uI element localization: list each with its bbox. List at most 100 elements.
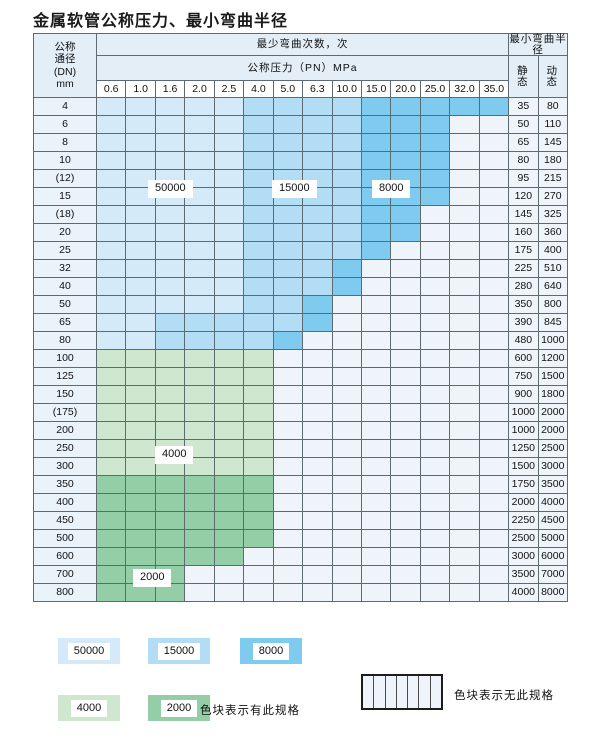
spec-cell: [331, 421, 362, 440]
spec-cell: [95, 421, 127, 440]
spec-cell: [390, 133, 421, 152]
spec-cell: [213, 439, 245, 458]
spec-cell: [125, 97, 156, 116]
static-radius-value: 390: [508, 313, 539, 332]
spec-cell: [419, 241, 451, 260]
spec-cell: [154, 331, 186, 350]
spec-cell: [449, 439, 480, 458]
spec-cell: [184, 133, 215, 152]
dn-value: 350: [33, 475, 97, 494]
static-radius-value: 65: [508, 133, 539, 152]
spec-cell: [154, 421, 186, 440]
stripe-segment: [408, 676, 420, 708]
spec-cell: [125, 421, 156, 440]
table-head: 公称 通径 (DN) mm 最少弯曲次数，次 最小弯曲半径 公称压力（PN）MP…: [33, 33, 569, 98]
spec-cell: [184, 97, 215, 116]
header-dn-line-2: 通径: [54, 53, 76, 65]
spec-cell: [213, 475, 245, 494]
spec-cell: [478, 205, 510, 224]
spec-cell: [331, 583, 362, 602]
table-row: 500 2500 5000: [33, 529, 569, 548]
dn-value: 65: [33, 313, 97, 332]
spec-cell: [302, 403, 333, 422]
spec-cell: [95, 115, 127, 134]
dynamic-radius-value: 400: [537, 241, 569, 260]
spec-cell: [95, 259, 127, 278]
spec-cell: [449, 223, 480, 242]
spec-cell: [125, 115, 156, 134]
spec-cell: [125, 511, 156, 530]
region-value-tag: 4000: [155, 446, 194, 464]
dynamic-radius-value: 4000: [537, 493, 569, 512]
spec-cell: [390, 457, 421, 476]
spec-cell: [360, 367, 392, 386]
spec-cell: [154, 367, 186, 386]
spec-cell: [419, 97, 451, 116]
spec-cell: [154, 313, 186, 332]
spec-cell: [213, 385, 245, 404]
spec-cell: [125, 403, 156, 422]
pressure-col-header-25.0: 25.0: [419, 80, 451, 98]
spec-cell: [449, 133, 480, 152]
spec-cell: [419, 367, 451, 386]
spec-cell: [419, 385, 451, 404]
spec-cell: [478, 457, 510, 476]
spec-cell: [95, 169, 127, 188]
static-radius-value: 3000: [508, 547, 539, 566]
spec-cell: [243, 385, 274, 404]
dn-value: 400: [33, 493, 97, 512]
pressure-col-header-35.0: 35.0: [478, 80, 510, 98]
dynamic-radius-value: 4500: [537, 511, 569, 530]
spec-cell: [184, 511, 215, 530]
spec-cell: [213, 349, 245, 368]
dn-value: 600: [33, 547, 97, 566]
legend-no-spec-text: 色块表示无此规格: [454, 690, 554, 702]
spec-cell: [478, 475, 510, 494]
spec-cell: [95, 241, 127, 260]
spec-cell: [360, 529, 392, 548]
table-row: 800 4000 8000: [33, 583, 569, 602]
spec-cell: [243, 259, 274, 278]
spec-cell: [243, 97, 274, 116]
spec-cell: [302, 277, 333, 296]
spec-cell: [95, 457, 127, 476]
table-row: 350 1750 3500: [33, 475, 569, 494]
dn-value: (175): [33, 403, 97, 422]
spec-cell: [449, 169, 480, 188]
spec-cell: [302, 349, 333, 368]
spec-cell: [95, 475, 127, 494]
header-row-pressure-values: 0.6 1.0 1.6 2.0 2.5 4.0 5.0 6.3 10.0 15.0 20.0 25.0…: [34, 80, 568, 98]
dn-value: 20: [33, 223, 97, 242]
spec-cell: [478, 331, 510, 350]
spec-cell: [243, 187, 274, 206]
static-radius-value: 145: [508, 205, 539, 224]
spec-cell: [478, 403, 510, 422]
static-radius-value: 1000: [508, 403, 539, 422]
stripe-segment: [363, 676, 375, 708]
spec-cell: [272, 349, 304, 368]
spec-cell: [272, 223, 304, 242]
pressure-col-header-1.6: 1.6: [154, 80, 186, 98]
region-value-tag: 8000: [372, 180, 411, 198]
spec-cell: [478, 133, 510, 152]
spec-cell: [331, 151, 362, 170]
spec-cell: [360, 511, 392, 530]
dynamic-radius-value: 80: [537, 97, 569, 116]
spec-cell: [184, 367, 215, 386]
dynamic-radius-value: 7000: [537, 565, 569, 584]
spec-cell: [449, 385, 480, 404]
spec-cell: [154, 277, 186, 296]
spec-cell: [184, 349, 215, 368]
static-radius-value: 900: [508, 385, 539, 404]
spec-cell: [154, 133, 186, 152]
legend-swatch-label: 2000: [160, 699, 198, 717]
spec-cell: [272, 151, 304, 170]
spec-cell: [154, 511, 186, 530]
spec-cell: [478, 223, 510, 242]
spec-cell: [360, 565, 392, 584]
spec-cell: [390, 151, 421, 170]
spec-cell: [478, 583, 510, 602]
table-row: 400 2000 4000: [33, 493, 569, 512]
spec-cell: [213, 97, 245, 116]
spec-cell: [125, 241, 156, 260]
